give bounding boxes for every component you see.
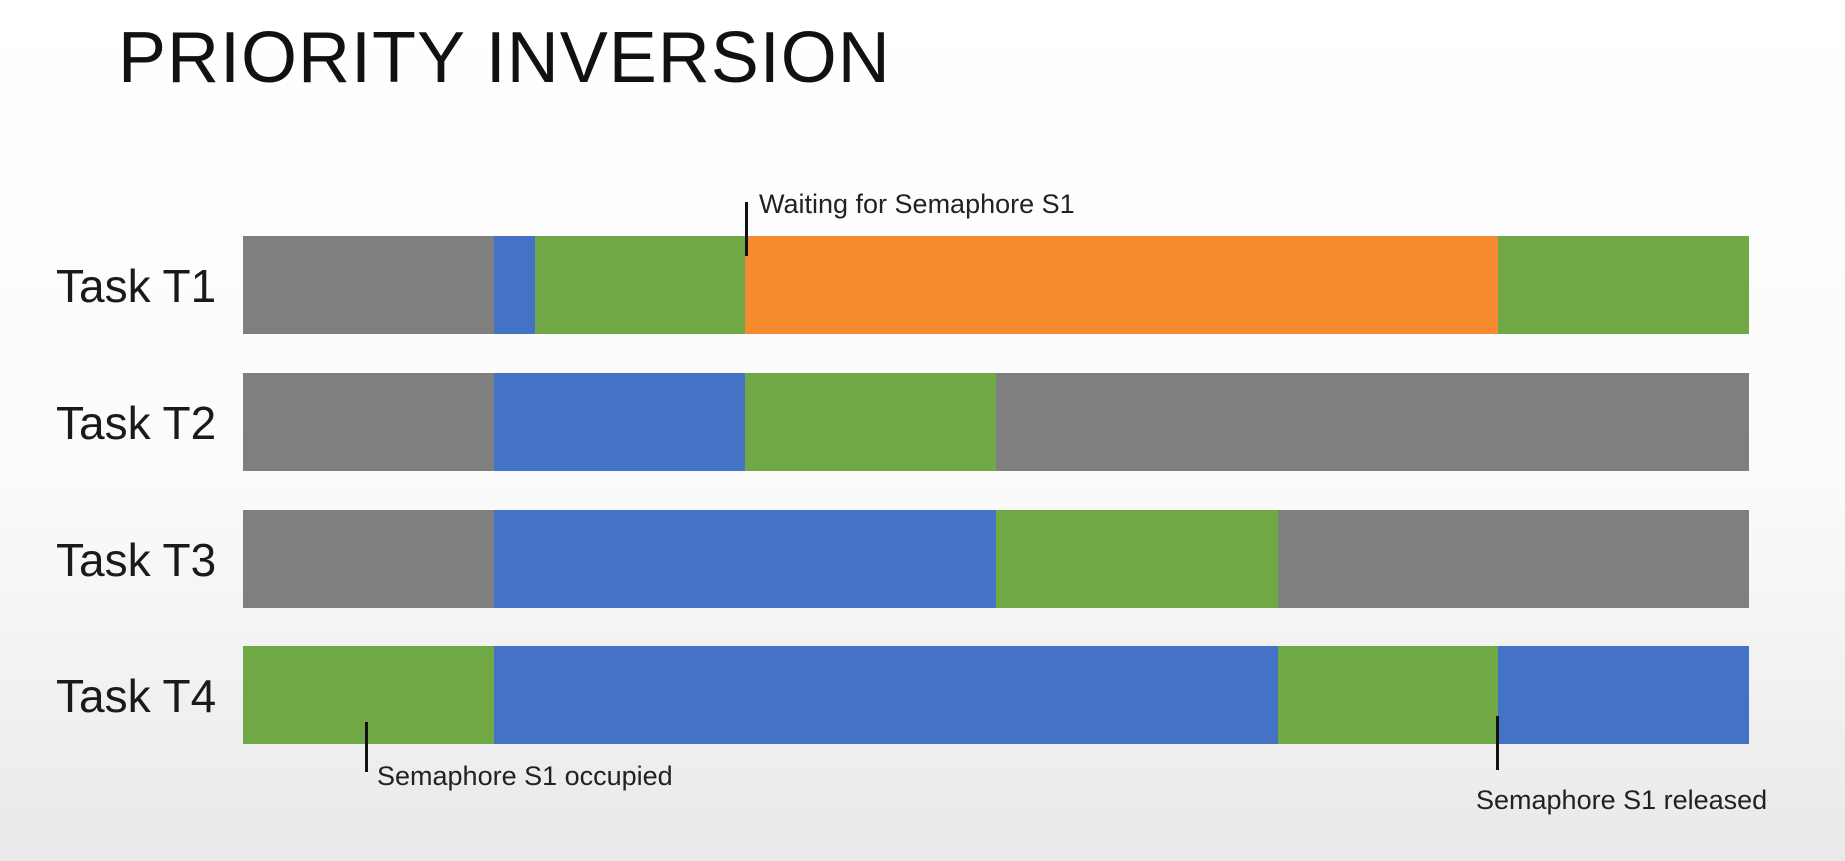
- task-track: [243, 510, 1749, 608]
- segment-blocked: [745, 236, 1498, 334]
- task-label: Task T3: [56, 534, 217, 586]
- segment-idle: [243, 236, 494, 334]
- segment-running: [243, 646, 494, 744]
- segment-idle: [996, 373, 1749, 471]
- annotation-label: Semaphore S1 occupied: [377, 761, 673, 791]
- task-track: [243, 373, 1749, 471]
- annotation-label: Waiting for Semaphore S1: [759, 189, 1075, 219]
- segment-running: [1278, 646, 1498, 744]
- segment-idle: [243, 510, 494, 608]
- segment-ready: [494, 646, 1278, 744]
- segment-ready: [494, 510, 996, 608]
- slide-title: PRIORITY INVERSION: [118, 18, 891, 98]
- segment-running: [996, 510, 1278, 608]
- segment-ready: [494, 373, 745, 471]
- segment-ready: [494, 236, 535, 334]
- annotation-marker: [745, 202, 748, 256]
- task-label: Task T4: [56, 670, 217, 722]
- annotation-marker: [365, 722, 368, 772]
- segment-running: [1498, 236, 1749, 334]
- segment-idle: [243, 373, 494, 471]
- task-label: Task T2: [56, 397, 217, 449]
- segment-idle: [1278, 510, 1749, 608]
- segment-running: [745, 373, 996, 471]
- segment-ready: [1498, 646, 1749, 744]
- annotation-label: Semaphore S1 released: [1476, 785, 1768, 815]
- task-track: [243, 646, 1749, 744]
- segment-running: [535, 236, 745, 334]
- task-track: [243, 236, 1749, 334]
- task-label: Task T1: [56, 260, 217, 312]
- annotation-marker: [1496, 716, 1499, 770]
